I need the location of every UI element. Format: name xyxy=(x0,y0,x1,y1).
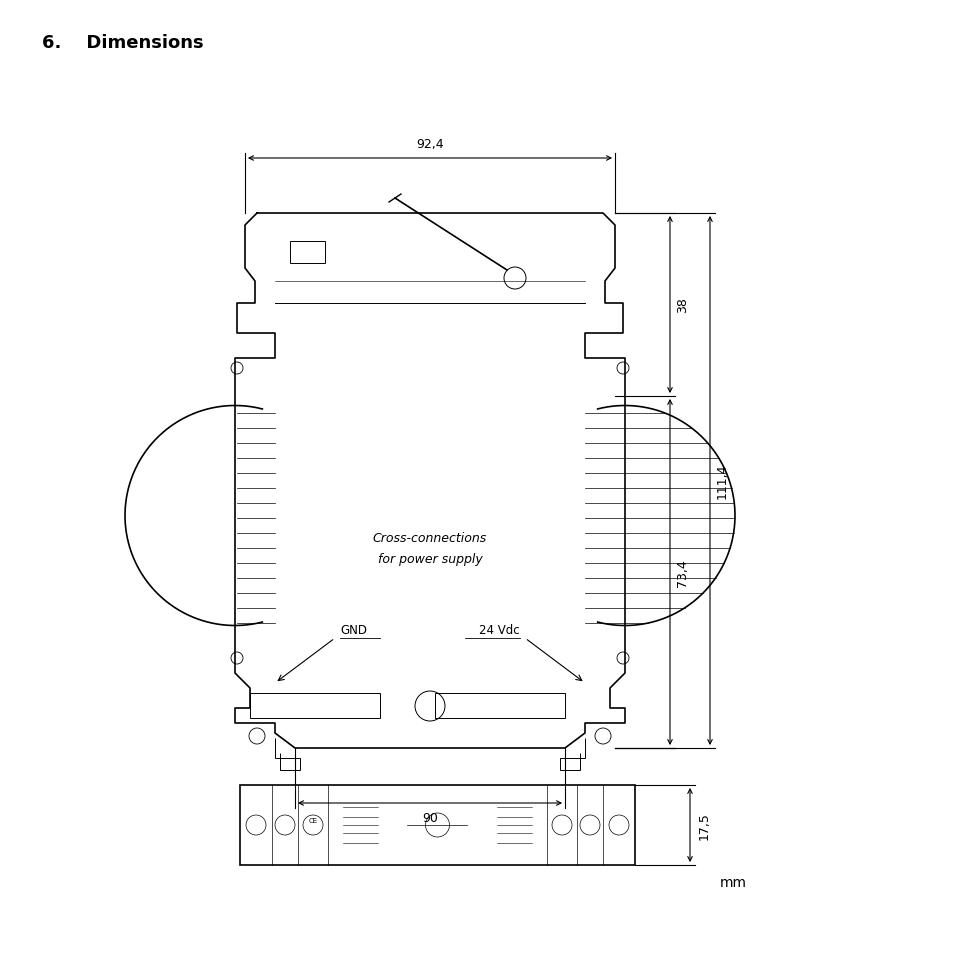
Text: for power supply: for power supply xyxy=(377,552,482,565)
Text: Cross-connections: Cross-connections xyxy=(373,532,487,545)
Polygon shape xyxy=(234,213,624,748)
Text: 38: 38 xyxy=(676,297,688,314)
Text: 92,4: 92,4 xyxy=(416,138,443,151)
Text: 17,5: 17,5 xyxy=(698,811,710,839)
Text: CE: CE xyxy=(308,817,317,823)
Text: 24 Vdc: 24 Vdc xyxy=(478,623,519,637)
Text: 73,4: 73,4 xyxy=(676,558,688,586)
Bar xyxy=(240,785,635,865)
Text: 111,4: 111,4 xyxy=(716,463,728,498)
Text: 90: 90 xyxy=(421,811,437,824)
Bar xyxy=(435,693,564,719)
Text: GND: GND xyxy=(339,623,367,637)
Text: mm: mm xyxy=(720,875,746,889)
Text: 6.    Dimensions: 6. Dimensions xyxy=(42,34,203,52)
Bar xyxy=(290,242,325,264)
Bar xyxy=(250,693,379,719)
